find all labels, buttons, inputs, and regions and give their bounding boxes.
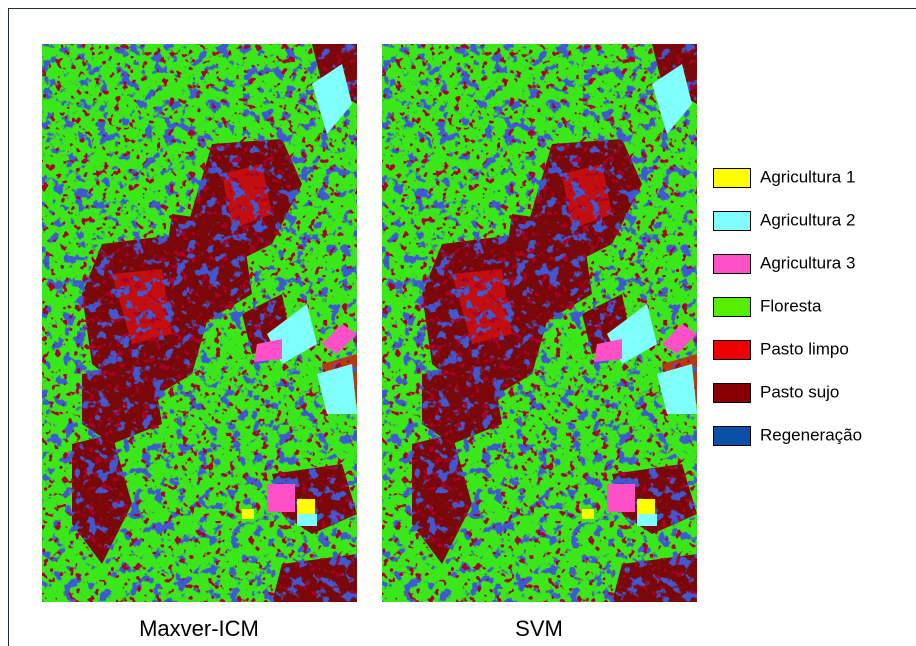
map-caption: SVM	[515, 616, 563, 641]
legend: Agricultura 1 Agricultura 2 Agricultura 3 F…	[714, 167, 863, 445]
classification-map	[382, 44, 697, 602]
classification-map	[42, 44, 357, 602]
legend-label: Pasto limpo	[760, 339, 849, 358]
legend-label: Regeneração	[760, 425, 862, 444]
legend-swatch	[714, 212, 751, 231]
legend-swatch	[714, 169, 751, 188]
legend-label: Agricultura 3	[760, 253, 855, 272]
legend-swatch	[714, 341, 751, 360]
legend-swatch	[714, 255, 751, 274]
legend-swatch	[714, 384, 751, 403]
legend-label: Floresta	[760, 296, 822, 315]
legend-swatch	[714, 298, 751, 317]
legend-swatch	[714, 427, 751, 446]
legend-label: Agricultura 2	[760, 210, 855, 229]
figure: Maxver-ICM SVM Agricultura 1Agricultura …	[0, 0, 916, 646]
legend-label: Agricultura 1	[760, 167, 855, 186]
map-caption: Maxver-ICM	[139, 616, 259, 641]
legend-label: Pasto sujo	[760, 382, 839, 401]
